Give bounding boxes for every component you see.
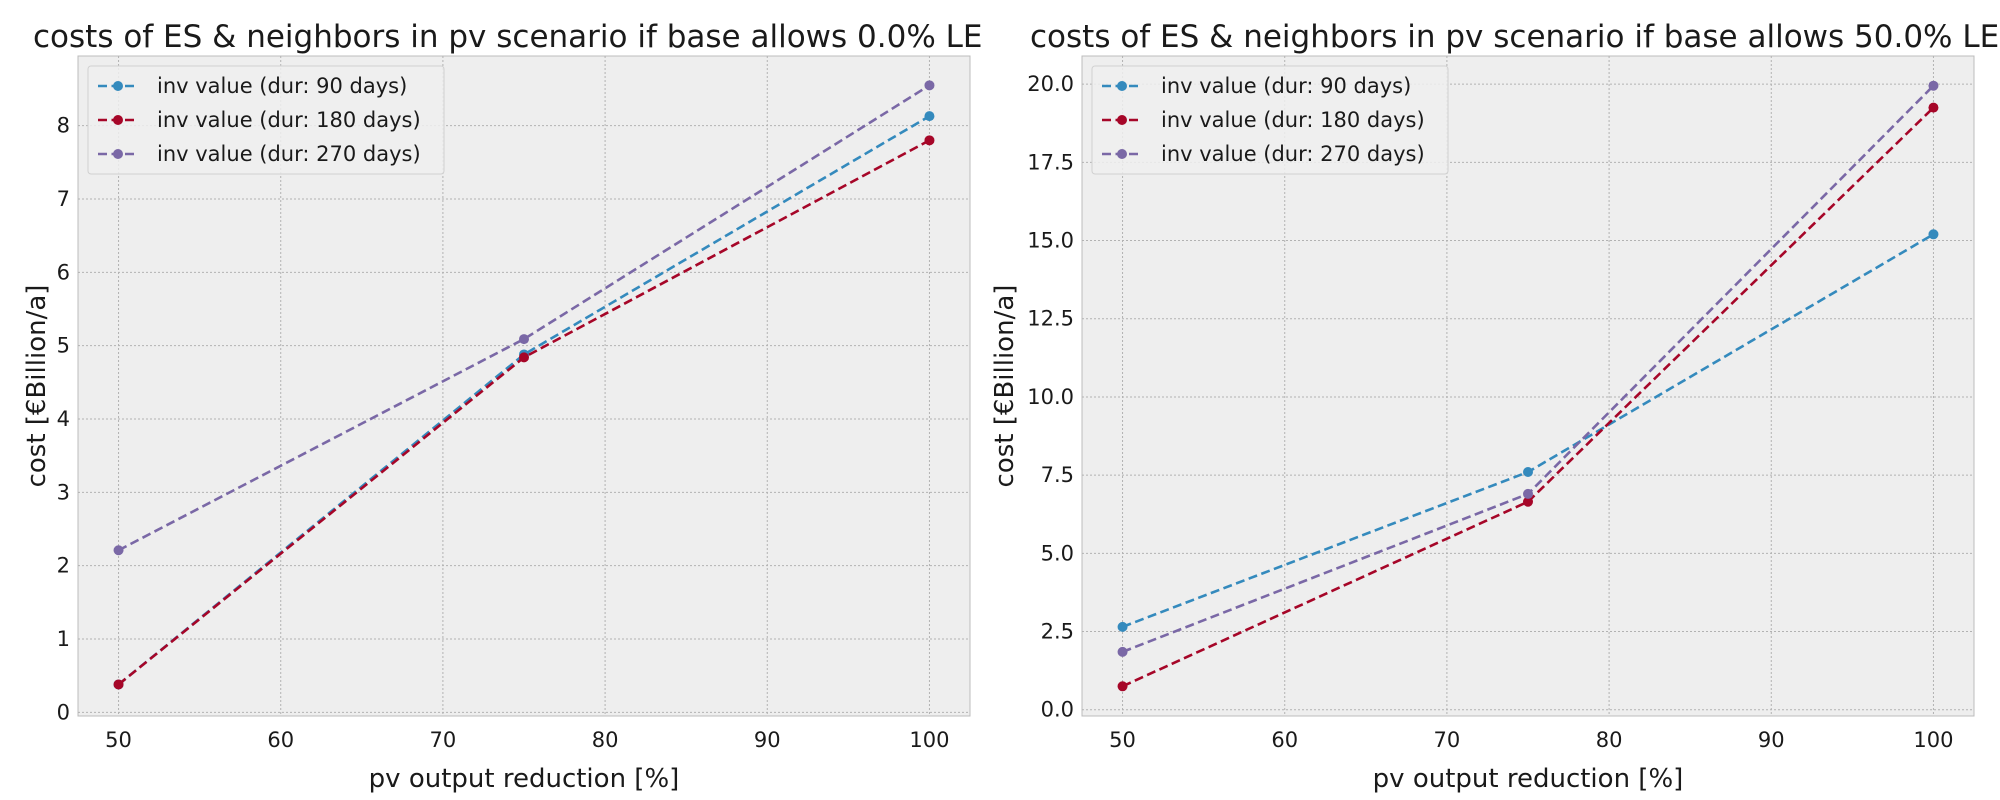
data-point	[113, 545, 124, 556]
legend-box	[87, 65, 445, 175]
x-tick-label: 90	[754, 728, 781, 752]
x-tick-label: 80	[592, 728, 619, 752]
data-point	[1523, 488, 1533, 499]
x-tick-label: 50	[105, 728, 132, 752]
y-tick-label: 0.0	[1041, 698, 1074, 722]
y-tick-label: 12.5	[1027, 307, 1074, 331]
x-tick-label: 100	[909, 728, 949, 752]
data-point	[924, 80, 935, 91]
legend-marker	[113, 149, 123, 159]
y-axis-label: cost [€Billion/a]	[990, 285, 1020, 488]
legend-marker	[1117, 115, 1127, 125]
legend-marker	[1117, 149, 1127, 159]
y-tick-label: 6	[57, 260, 70, 284]
y-tick-label: 1	[57, 627, 70, 651]
data-point	[1928, 80, 1939, 91]
y-tick-label: 4	[57, 407, 70, 431]
x-tick-label: 60	[267, 728, 294, 752]
y-tick-label: 10.0	[1027, 385, 1074, 409]
x-axis-label: pv output reduction [%]	[369, 764, 680, 794]
series-line-3	[117, 84, 931, 552]
y-tick-label: 7	[57, 187, 70, 211]
x-tick-label: 70	[430, 728, 457, 752]
legend-label: inv value (dur: 270 days)	[1161, 142, 1425, 166]
y-tick-label: 5	[57, 334, 70, 358]
x-tick-label: 50	[1109, 728, 1136, 752]
y-tick-label: 17.5	[1027, 150, 1074, 174]
y-tick-label: 5.0	[1041, 541, 1074, 565]
data-point	[113, 679, 124, 690]
data-point	[1928, 229, 1939, 240]
legend: inv value (dur: 90 days) inv value (dur: …	[87, 65, 445, 175]
chart-title: costs of ES & neighbors in pv scenario i…	[33, 19, 982, 55]
legend-marker	[1117, 81, 1127, 91]
x-tick-label: 80	[1596, 728, 1623, 752]
chart-1: 50 60 70 80 90 100 0 1 2 3 4 5 6 7 8 inv value (dur: 90…	[22, 19, 982, 794]
x-tick-label: 100	[1913, 728, 1953, 752]
legend-marker	[113, 81, 123, 91]
legend: inv value (dur: 90 days) inv value (dur: …	[1091, 65, 1449, 175]
data-point	[1117, 646, 1128, 657]
data-point	[1117, 621, 1128, 632]
y-tick-label: 2	[57, 554, 70, 578]
x-tick-label: 70	[1434, 728, 1461, 752]
data-point	[519, 352, 529, 363]
x-tick-label: 60	[1271, 728, 1298, 752]
data-point	[1117, 681, 1128, 692]
legend-label: inv value (dur: 180 days)	[1161, 108, 1425, 132]
chart-2: 50 60 70 80 90 100 0.0 2.5 5.0 7.5 10.0 12.5 15.0 17.…	[990, 19, 1999, 794]
legend-label: inv value (dur: 90 days)	[1161, 74, 1411, 98]
legend-label: inv value (dur: 270 days)	[157, 142, 421, 166]
data-point	[1928, 102, 1939, 113]
legend-label: inv value (dur: 180 days)	[157, 108, 421, 132]
y-tick-label: 2.5	[1041, 620, 1074, 644]
legend-label: inv value (dur: 90 days)	[157, 74, 407, 98]
y-tick-label: 20.0	[1027, 72, 1074, 96]
data-point	[519, 334, 529, 345]
y-tick-label: 8	[57, 114, 70, 138]
x-tick-label: 90	[1758, 728, 1785, 752]
y-tick-label: 3	[57, 480, 70, 504]
data-point	[1523, 467, 1533, 478]
x-axis-label: pv output reduction [%]	[1373, 764, 1684, 794]
data-point	[924, 135, 935, 146]
y-tick-label: 15.0	[1027, 229, 1074, 253]
y-tick-label: 0	[57, 700, 70, 724]
legend-box	[1091, 65, 1449, 175]
data-point	[1523, 496, 1533, 507]
y-axis-label: cost [€Billion/a]	[22, 285, 52, 488]
chart-title: costs of ES & neighbors in pv scenario i…	[1030, 19, 1999, 55]
y-tick-label: 7.5	[1041, 463, 1074, 487]
legend-marker	[113, 115, 123, 125]
data-point	[924, 111, 935, 122]
